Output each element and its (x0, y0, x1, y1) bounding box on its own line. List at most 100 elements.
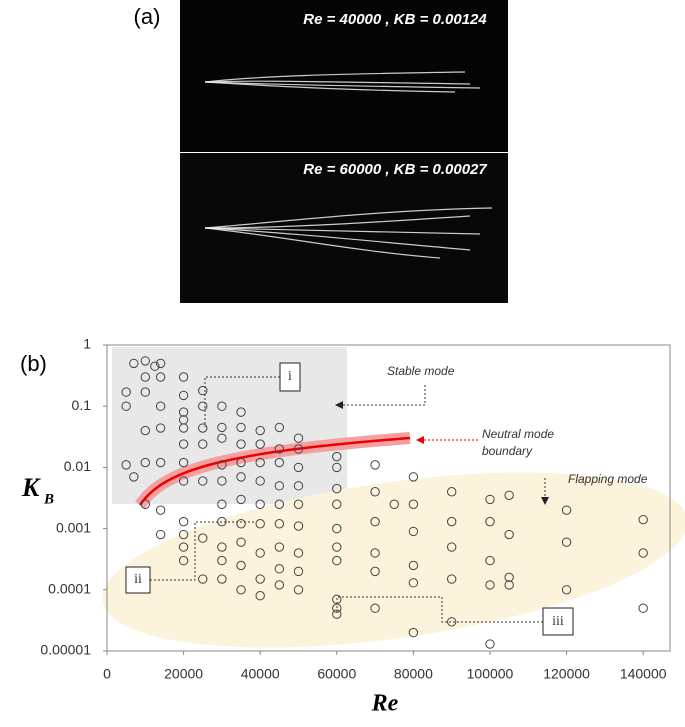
data-point (504, 580, 514, 590)
data-point (293, 444, 304, 454)
data-point (293, 433, 304, 443)
data-point (408, 526, 419, 537)
data-point (236, 537, 246, 547)
data-point (178, 372, 189, 382)
data-point (255, 519, 265, 529)
data-point (332, 555, 342, 566)
data-point (217, 433, 227, 443)
data-point (408, 627, 419, 638)
data-point (293, 585, 304, 595)
data-point (178, 423, 189, 433)
data-point (178, 390, 189, 401)
data-point (140, 387, 150, 397)
y-tick-label: 0.00001 (40, 642, 91, 658)
data-point (236, 519, 246, 529)
data-point (236, 422, 246, 433)
data-point (332, 451, 342, 462)
data-point (485, 580, 495, 590)
data-point (332, 499, 342, 509)
neutral-label: Neutral mode (482, 427, 554, 441)
y-tick-label: 0.0001 (48, 581, 91, 597)
data-point (255, 425, 265, 436)
flag-streaks (204, 71, 493, 259)
x-tick-label: 80000 (394, 666, 433, 682)
data-point (332, 462, 342, 473)
data-point (332, 523, 342, 534)
data-point (446, 617, 457, 627)
data-point (332, 609, 342, 619)
data-point (217, 401, 227, 411)
y-tick-label: 1 (83, 336, 91, 352)
data-point (121, 460, 131, 470)
data-point (140, 457, 150, 468)
data-point (485, 555, 495, 566)
data-point (198, 423, 208, 433)
data-point (217, 574, 227, 584)
data-point (561, 505, 572, 515)
x-tick-label: 40000 (241, 666, 280, 682)
neutral-label: boundary (482, 444, 533, 458)
data-point (485, 516, 495, 527)
data-point (408, 578, 419, 588)
data-point (217, 422, 227, 433)
data-point (293, 566, 304, 577)
data-point (217, 499, 227, 509)
data-point (217, 542, 227, 552)
x-tick-label: 100000 (467, 666, 514, 682)
data-point (140, 356, 150, 366)
data-point (504, 572, 514, 583)
data-point (389, 499, 399, 509)
data-point (485, 494, 495, 505)
data-point (370, 566, 380, 577)
data-point (255, 439, 265, 449)
data-point (332, 542, 342, 552)
data-point (236, 560, 246, 571)
data-point (370, 516, 380, 527)
data-point (504, 490, 514, 501)
data-point (178, 476, 189, 486)
stable-region (112, 347, 347, 504)
data-point (198, 385, 208, 396)
x-tick-label: 0 (103, 666, 111, 682)
data-point (370, 487, 380, 497)
data-point (293, 462, 304, 473)
data-point (370, 548, 380, 558)
data-point (274, 542, 285, 552)
data-point (121, 387, 131, 397)
data-point (150, 361, 160, 371)
data-point (255, 591, 265, 601)
data-point (129, 472, 139, 482)
x-axis-label: Re (371, 691, 399, 717)
data-point (274, 564, 285, 574)
data-point (274, 444, 285, 454)
data-point (274, 457, 285, 468)
data-point (638, 514, 648, 525)
data-point (129, 358, 139, 369)
data-point (408, 472, 419, 482)
flapping-label: Flapping mode (568, 472, 648, 486)
label-i: i (288, 369, 292, 384)
data-point (638, 548, 648, 558)
data-point (236, 472, 246, 482)
data-point (236, 494, 246, 505)
data-point (274, 580, 285, 590)
flapping-region (102, 472, 685, 648)
data-point (255, 457, 265, 468)
data-point (217, 476, 227, 486)
neutral-curve (138, 436, 411, 506)
data-point (274, 519, 285, 529)
data-point (485, 639, 495, 649)
y-tick-label: 0.001 (56, 519, 91, 535)
data-point (140, 499, 150, 509)
data-point (332, 483, 342, 494)
data-point (198, 574, 208, 584)
data-point (217, 460, 227, 470)
data-point (178, 555, 189, 566)
data-point (255, 499, 265, 509)
x-tick-label: 120000 (543, 666, 590, 682)
data-point (293, 481, 304, 491)
data-point (198, 439, 208, 449)
data-point (236, 407, 246, 417)
data-point (370, 603, 380, 613)
data-point (178, 529, 189, 540)
